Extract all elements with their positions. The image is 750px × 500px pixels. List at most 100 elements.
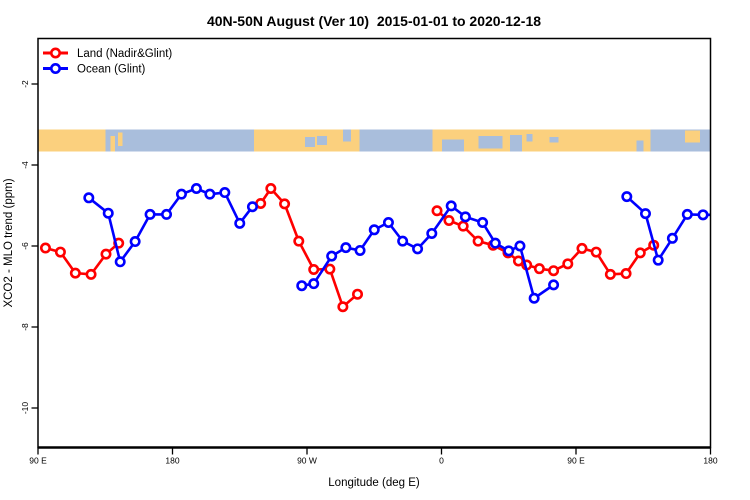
data-point-marker <box>445 200 457 212</box>
data-point-marker <box>459 211 471 223</box>
data-point-marker <box>489 237 501 249</box>
data-point-marker <box>279 198 291 210</box>
data-point-marker <box>204 188 216 200</box>
map-water-patch <box>305 137 316 148</box>
map-land-island <box>117 132 123 147</box>
data-point-marker <box>293 235 305 247</box>
y-tick-label: -6 <box>20 242 30 250</box>
data-point-marker <box>590 246 602 258</box>
y-axis-label: XCO2 - MLO trend (ppm) <box>3 178 15 307</box>
x-tick-label: 90 W <box>297 456 317 466</box>
data-point-marker <box>562 258 574 270</box>
data-point-marker <box>426 227 438 239</box>
data-point-marker <box>175 188 187 200</box>
data-point-marker <box>681 208 693 220</box>
data-point-marker <box>190 182 202 194</box>
data-point-marker <box>161 208 173 220</box>
chart-title: 40N-50N August (Ver 10) 2015-01-01 to 20… <box>207 13 541 29</box>
data-point-marker <box>69 267 81 279</box>
legend-item-ocean: Ocean (Glint) <box>43 63 146 76</box>
series-line <box>301 204 555 300</box>
legend-item-land: Land (Nadir&Glint) <box>43 47 172 60</box>
data-point-marker <box>144 208 156 220</box>
data-point-marker <box>652 254 664 266</box>
data-point-marker <box>219 187 231 199</box>
data-point-marker <box>308 278 320 290</box>
data-point-marker <box>114 256 126 268</box>
data-point-marker <box>634 247 646 259</box>
map-land-segment <box>432 129 651 152</box>
data-point-marker <box>246 201 258 213</box>
y-tick-label: -4 <box>20 161 30 169</box>
data-point-marker <box>548 279 560 291</box>
data-point-marker <box>604 268 616 280</box>
data-point-marker <box>576 242 588 254</box>
map-land-island <box>685 130 701 143</box>
map-water-patch <box>478 136 503 149</box>
data-point-marker <box>621 191 633 203</box>
data-point-marker <box>382 217 394 229</box>
data-point-marker <box>431 205 443 217</box>
map-water-patch <box>510 134 523 152</box>
map-water-patch <box>636 140 644 152</box>
data-point-marker <box>102 207 114 219</box>
data-point-marker <box>412 243 424 255</box>
series-line <box>88 187 254 264</box>
map-water-patch <box>442 139 465 152</box>
data-point-marker <box>368 224 380 236</box>
data-point-marker <box>666 232 678 244</box>
legend-marker-ocean-icon <box>49 63 61 75</box>
data-point-marker <box>324 263 336 275</box>
x-axis-label: Longitude (deg E) <box>328 477 420 489</box>
map-water-patch <box>526 133 533 142</box>
legend-marker-land-icon <box>49 47 61 59</box>
legend: Land (Nadir&Glint) Ocean (Glint) <box>43 47 172 76</box>
map-water-patch <box>317 136 328 145</box>
y-tick-label: -8 <box>20 323 30 331</box>
data-point-marker <box>512 255 524 267</box>
data-point-marker <box>83 192 95 204</box>
y-tick-label: -2 <box>20 80 30 88</box>
data-point-marker <box>100 248 112 260</box>
data-series-layer <box>39 182 711 313</box>
data-point-marker <box>397 235 409 247</box>
data-point-marker <box>296 280 308 292</box>
data-point-marker <box>354 244 366 256</box>
data-point-marker <box>697 209 709 221</box>
data-point-marker <box>129 236 141 248</box>
map-land-island <box>110 136 115 152</box>
data-point-marker <box>326 250 338 262</box>
x-tick-label: 0 <box>439 456 444 466</box>
world-map-band <box>38 129 711 152</box>
data-point-marker <box>352 288 364 300</box>
data-point-marker <box>639 208 651 220</box>
data-point-marker <box>472 235 484 247</box>
data-point-marker <box>548 265 560 277</box>
data-point-marker <box>85 268 97 280</box>
data-point-marker <box>457 220 469 232</box>
x-tick-label: 90 E <box>567 456 585 466</box>
data-point-marker <box>39 242 51 254</box>
data-point-marker <box>528 292 540 304</box>
data-point-marker <box>533 263 545 275</box>
x-tick-label: 180 <box>703 456 717 466</box>
data-point-marker <box>265 182 277 194</box>
axes-layer: 90 E 180 90 W 0 90 E 180 -2 -4 -6 -8 -10 <box>20 80 718 466</box>
map-land-segment <box>38 129 106 152</box>
data-point-marker <box>443 214 455 226</box>
data-point-marker <box>337 301 349 313</box>
map-water-patch <box>343 129 352 142</box>
map-water-patch <box>549 137 559 143</box>
data-point-marker <box>340 242 352 254</box>
data-point-marker <box>620 268 632 280</box>
y-tick-label: -10 <box>20 402 30 415</box>
legend-label-land: Land (Nadir&Glint) <box>77 48 172 60</box>
data-point-marker <box>477 217 489 229</box>
legend-label-ocean: Ocean (Glint) <box>77 64 146 76</box>
data-point-marker <box>234 217 246 229</box>
data-point-marker <box>503 245 515 257</box>
x-tick-label: 90 E <box>29 456 47 466</box>
data-point-marker <box>514 240 526 252</box>
